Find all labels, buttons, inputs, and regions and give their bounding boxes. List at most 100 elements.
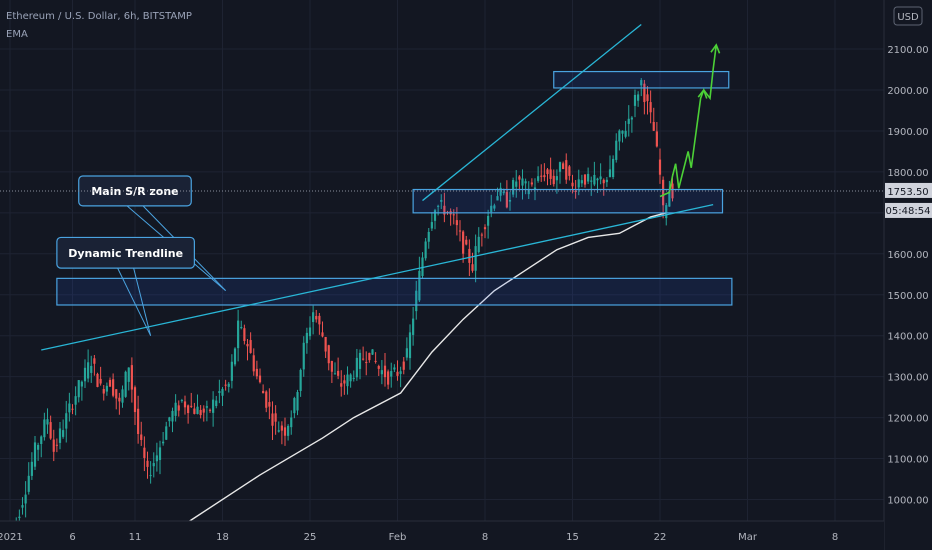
candle-body[interactable] [380,370,383,375]
candle-body[interactable] [274,413,277,422]
candle-body[interactable] [655,131,658,147]
candle-body[interactable] [124,371,127,397]
candle-body[interactable] [652,121,655,131]
candle-body[interactable] [593,174,596,185]
candle-body[interactable] [30,461,33,476]
candle-body[interactable] [605,179,608,183]
candle-body[interactable] [80,381,83,387]
candle-body[interactable] [377,366,380,369]
candle-body[interactable] [371,349,374,355]
candle-body[interactable] [180,400,183,402]
candle-body[interactable] [237,320,240,349]
candle-body[interactable] [77,380,80,398]
candle-body[interactable] [393,367,396,370]
candle-body[interactable] [615,140,618,160]
candle-body[interactable] [330,360,333,372]
candle-body[interactable] [112,379,115,396]
candle-body[interactable] [233,348,237,365]
candle-body[interactable] [165,426,168,440]
candle-body[interactable] [477,236,480,253]
candle-body[interactable] [202,408,205,413]
candle-body[interactable] [643,83,646,102]
candle-body[interactable] [302,342,305,370]
candle-body[interactable] [412,318,415,335]
candle-body[interactable] [471,264,474,271]
candle-body[interactable] [280,425,283,431]
candle-body[interactable] [205,406,208,408]
candle-body[interactable] [52,439,55,452]
candle-body[interactable] [590,180,593,182]
candle-body[interactable] [452,214,455,216]
candle-body[interactable] [162,441,165,444]
candle-body[interactable] [246,343,249,347]
candle-body[interactable] [268,402,271,407]
candle-body[interactable] [230,361,233,381]
candle-body[interactable] [74,396,77,405]
candle-body[interactable] [265,391,268,408]
candle-body[interactable] [33,442,37,467]
candle-body[interactable] [415,290,418,312]
candle-body[interactable] [83,367,87,382]
candle-body[interactable] [627,118,630,124]
candle-body[interactable] [321,332,324,337]
candle-body[interactable] [568,166,571,176]
candle-body[interactable] [324,336,327,352]
candle-body[interactable] [212,399,215,413]
mid-zone[interactable] [412,188,724,214]
candle-body[interactable] [355,357,358,378]
candle-body[interactable] [358,352,362,369]
candle-body[interactable] [40,436,43,444]
candle-body[interactable] [68,403,71,413]
candle-body[interactable] [71,408,74,410]
candle-body[interactable] [208,409,212,411]
candle-body[interactable] [368,352,371,361]
candle-body[interactable] [515,181,518,187]
ema-line[interactable] [141,212,667,550]
candle-body[interactable] [108,379,112,387]
candle-body[interactable] [640,80,643,86]
candle-body[interactable] [18,516,21,519]
candle-body[interactable] [543,175,546,178]
candle-body[interactable] [483,227,487,230]
candle-body[interactable] [387,371,390,385]
candle-body[interactable] [349,374,352,382]
candle-body[interactable] [662,179,665,206]
candle-body[interactable] [290,417,293,428]
candle-body[interactable] [340,383,343,387]
candle-body[interactable] [596,178,599,181]
indicator-label[interactable]: EMA [6,29,28,40]
candle-body[interactable] [174,402,177,416]
candle-body[interactable] [227,383,230,387]
candle-body[interactable] [496,196,499,201]
candle-body[interactable] [115,389,118,399]
candle-body[interactable] [343,380,346,384]
candle-body[interactable] [493,205,496,209]
candle-body[interactable] [505,192,508,208]
candle-body[interactable] [580,180,583,184]
candle-body[interactable] [158,447,162,460]
candle-body[interactable] [421,257,424,277]
upper-channel-line[interactable] [422,23,642,202]
candle-body[interactable] [146,460,149,467]
candle-body[interactable] [168,417,171,422]
dynamic-trendline[interactable] [41,204,714,351]
candle-body[interactable] [430,222,433,229]
candle-body[interactable] [537,176,540,181]
candle-body[interactable] [58,428,62,443]
candle-body[interactable] [215,400,218,407]
candle-body[interactable] [293,398,296,414]
candle-body[interactable] [658,159,662,175]
candle-body[interactable] [133,387,137,413]
candle-body[interactable] [287,425,290,436]
main-sr-zone[interactable] [56,277,733,306]
candle-body[interactable] [283,427,287,436]
candle-body[interactable] [93,358,96,364]
candle-body[interactable] [55,444,58,446]
candle-body[interactable] [127,367,130,382]
candle-body[interactable] [187,405,190,414]
candle-body[interactable] [621,130,624,134]
candle-body[interactable] [383,365,387,378]
candle-body[interactable] [533,187,537,190]
candle-body[interactable] [396,371,399,376]
candle-body[interactable] [102,389,105,394]
